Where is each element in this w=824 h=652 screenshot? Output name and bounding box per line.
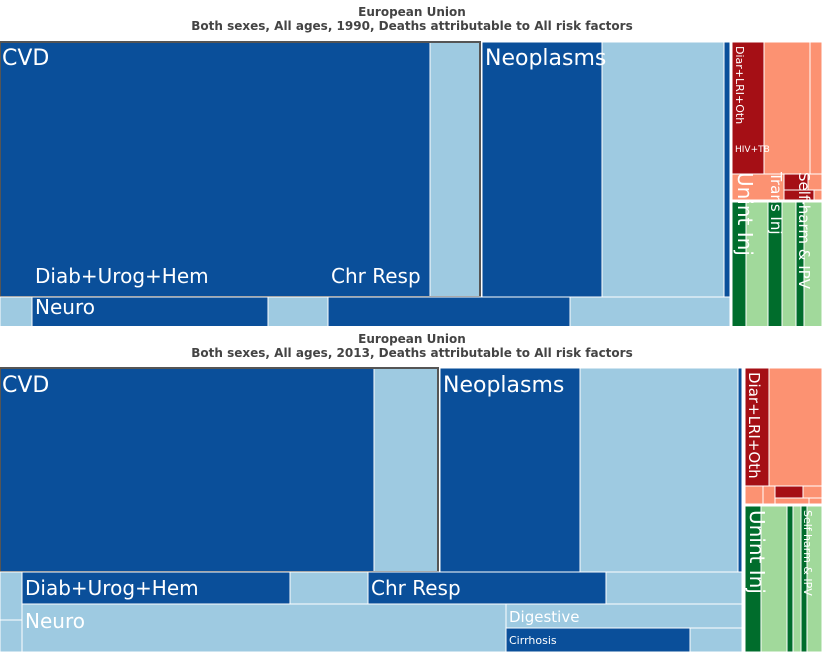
- tile-selfharm-rest-b[interactable]: [806, 505, 823, 652]
- tile-cvd-rest[interactable]: [429, 41, 481, 298]
- label-neuro: Neuro: [35, 295, 95, 319]
- chart-subtitle: Both sexes, All ages, 1990, Deaths attri…: [191, 19, 633, 33]
- tile-ncd-thin[interactable]: [737, 367, 743, 573]
- tile-cmnn-attr-a[interactable]: [774, 485, 804, 499]
- tile-selfharm-attr-a[interactable]: [786, 505, 794, 652]
- tile-diar-rest[interactable]: [768, 367, 823, 487]
- tile-diar-attr[interactable]: [744, 367, 770, 487]
- label-diar-lri-oth: Diar+LRI+Oth: [733, 46, 746, 124]
- chart-title: European Union: [358, 5, 466, 19]
- tile-cmnn-rest-a[interactable]: [744, 485, 764, 505]
- tile-left-strip-a[interactable]: [0, 296, 33, 326]
- tile-chrresp-rest[interactable]: [605, 571, 743, 605]
- chart-subtitle: Both sexes, All ages, 2013, Deaths attri…: [191, 346, 633, 360]
- tile-neoplasms-rest[interactable]: [601, 41, 725, 298]
- tile-group: [0, 367, 823, 652]
- treemap-panel-1990: European Union Both sexes, All ages, 199…: [0, 5, 823, 326]
- label-self-harm-ipv: Self-harm & IPV: [795, 172, 813, 290]
- tile-cirrhosis-attr[interactable]: [505, 627, 691, 652]
- label-neoplasms: Neoplasms: [485, 46, 606, 71]
- label-cirrhosis: Cirrhosis: [509, 634, 557, 647]
- tile-neoplasms-attr[interactable]: [481, 41, 603, 298]
- tile-diab-rest[interactable]: [289, 571, 369, 605]
- tile-diar-attr[interactable]: [731, 41, 765, 175]
- tile-neoplasms-attr[interactable]: [439, 367, 581, 573]
- label-cvd: CVD: [2, 46, 49, 71]
- label-diab-urog-hem: Diab+Urog+Hem: [35, 264, 209, 288]
- chart-title: European Union: [358, 332, 466, 346]
- tile-cmnn-rest-e[interactable]: [808, 497, 823, 505]
- tile-cmnn-rest-b[interactable]: [762, 485, 776, 505]
- tile-left-strip-b[interactable]: [0, 619, 23, 652]
- tile-digestive[interactable]: [505, 603, 743, 629]
- tile-diar-rest[interactable]: [763, 41, 811, 175]
- label-diar-lri-oth: Diar+LRI+Oth: [745, 372, 763, 479]
- tile-chrresp-attr[interactable]: [327, 296, 571, 326]
- tile-hivtb-rest[interactable]: [731, 173, 785, 201]
- tile-diab-attr[interactable]: [31, 296, 269, 326]
- label-chr-resp: Chr Resp: [331, 264, 421, 288]
- tile-cvd-attr[interactable]: [0, 367, 375, 573]
- treemap-panel-2013: European Union Both sexes, All ages, 201…: [0, 326, 824, 652]
- tile-labels: CVD Neoplasms Diab+Urog+Hem Chr Resp Neu…: [2, 46, 813, 319]
- tile-ncd-thin[interactable]: [723, 41, 731, 298]
- tile-cmnn-small[interactable]: [809, 41, 823, 175]
- tile-group: [0, 41, 823, 326]
- tile-cirrhosis-rest[interactable]: [689, 627, 743, 652]
- tile-neoplasms-rest[interactable]: [579, 367, 739, 573]
- tile-chrresp-attr[interactable]: [367, 571, 607, 605]
- label-neoplasms: Neoplasms: [443, 373, 564, 398]
- label-digestive: Digestive: [509, 608, 579, 626]
- tile-diab-attr[interactable]: [21, 571, 291, 605]
- tile-unintinj-rest[interactable]: [760, 505, 788, 652]
- label-hiv-tb: HIV+TB: [735, 145, 770, 155]
- tile-selfharm-rest-a[interactable]: [792, 505, 802, 652]
- tile-cvd-attr[interactable]: [0, 41, 431, 298]
- tile-chrresp-rest[interactable]: [569, 296, 731, 326]
- treemap-2013: CVD Neoplasms Diab+Urog+Hem Chr Resp Neu…: [0, 367, 823, 652]
- label-chr-resp: Chr Resp: [371, 576, 461, 600]
- tile-selfharm-rest[interactable]: [803, 201, 823, 326]
- treemap-1990: CVD Neoplasms Diab+Urog+Hem Chr Resp Neu…: [0, 41, 823, 326]
- tile-cvd-rest[interactable]: [373, 367, 439, 573]
- tile-left-strip-a[interactable]: [0, 571, 23, 621]
- label-diab-urog-hem: Diab+Urog+Hem: [25, 576, 199, 600]
- label-trans-inj: Trans Inj: [767, 171, 785, 235]
- tile-hivtb-rest-c[interactable]: [813, 189, 823, 201]
- label-unint-inj: Unint Inj: [733, 172, 757, 256]
- tile-labels: CVD Neoplasms Diab+Urog+Hem Chr Resp Neu…: [2, 372, 814, 647]
- tile-cmnn-rest-d[interactable]: [774, 497, 810, 505]
- tile-neuro[interactable]: [21, 603, 507, 652]
- tile-diab-rest[interactable]: [267, 296, 329, 326]
- label-neuro: Neuro: [25, 609, 85, 633]
- tile-cmnn-rest-c[interactable]: [802, 485, 823, 499]
- label-self-harm-ipv: Self-harm & IPV: [801, 510, 814, 596]
- label-cvd: CVD: [2, 373, 49, 398]
- label-unint-inj: Unint Inj: [745, 510, 769, 594]
